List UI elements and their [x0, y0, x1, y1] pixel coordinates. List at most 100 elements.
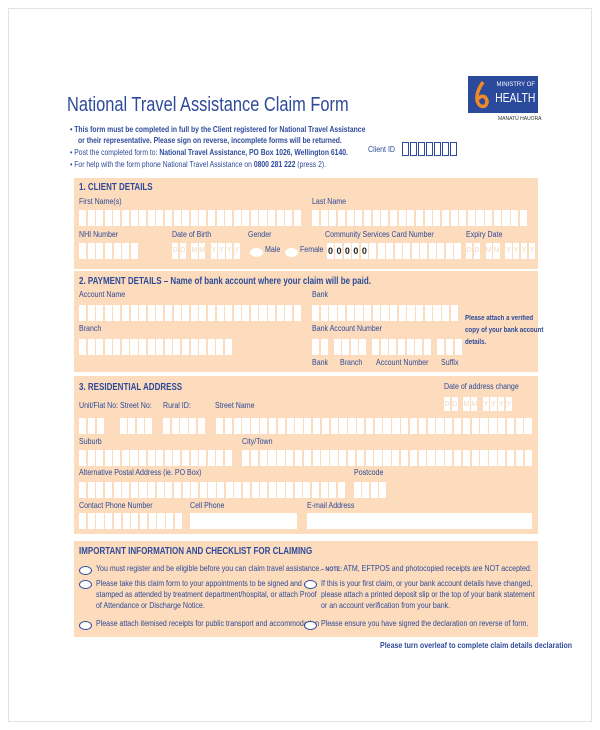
char-box[interactable] [121, 339, 129, 355]
char-box[interactable] [225, 482, 233, 498]
char-box[interactable]: M [191, 243, 198, 259]
char-box[interactable]: Y [498, 397, 505, 411]
char-box[interactable] [339, 418, 347, 434]
char-box[interactable] [374, 418, 382, 434]
char-box[interactable] [434, 142, 441, 156]
char-box[interactable] [398, 210, 406, 226]
char-box[interactable] [224, 339, 232, 355]
char-box[interactable] [321, 418, 330, 434]
char-box[interactable] [104, 450, 112, 466]
char-box[interactable] [121, 305, 130, 321]
char-box[interactable] [372, 305, 380, 321]
char-box[interactable] [130, 243, 138, 259]
char-box[interactable] [79, 210, 87, 226]
char-box[interactable] [489, 418, 497, 434]
char-box[interactable] [370, 482, 378, 498]
char-box[interactable] [139, 482, 147, 498]
suburb-input[interactable] [79, 450, 232, 466]
char-box[interactable] [147, 339, 155, 355]
char-box[interactable] [173, 450, 181, 466]
char-box[interactable] [480, 450, 488, 466]
char-box[interactable] [420, 243, 428, 259]
city-input[interactable] [242, 450, 532, 466]
char-box[interactable] [199, 450, 207, 466]
char-box[interactable] [515, 418, 523, 434]
char-box[interactable] [242, 482, 250, 498]
char-box[interactable] [374, 450, 382, 466]
char-box[interactable] [173, 339, 181, 355]
char-box[interactable] [462, 450, 471, 466]
char-box[interactable] [190, 210, 198, 226]
char-box[interactable] [145, 418, 152, 434]
char-box[interactable] [163, 418, 171, 434]
char-box[interactable] [171, 418, 179, 434]
char-box[interactable] [416, 305, 424, 321]
char-box[interactable] [216, 418, 224, 434]
char-box[interactable] [406, 339, 414, 355]
char-box[interactable] [191, 482, 199, 498]
char-box[interactable] [242, 450, 250, 466]
char-box[interactable] [156, 482, 164, 498]
char-box[interactable] [277, 482, 285, 498]
char-box[interactable] [519, 210, 527, 226]
char-box[interactable] [233, 210, 241, 226]
char-box[interactable] [426, 142, 433, 156]
char-box[interactable] [445, 243, 453, 259]
char-box[interactable] [104, 339, 112, 355]
char-box[interactable] [216, 305, 224, 321]
char-box[interactable] [216, 339, 224, 355]
postcode-input[interactable] [354, 482, 386, 498]
char-box[interactable] [362, 482, 370, 498]
char-box[interactable] [147, 450, 155, 466]
checklist-checkbox[interactable] [304, 580, 317, 589]
char-box[interactable] [199, 339, 207, 355]
char-box[interactable] [454, 243, 461, 259]
char-box[interactable]: D [451, 397, 458, 411]
char-box[interactable] [173, 305, 181, 321]
char-box[interactable] [250, 305, 258, 321]
char-box[interactable] [285, 305, 293, 321]
char-box[interactable] [506, 450, 515, 466]
char-box[interactable] [139, 305, 147, 321]
char-box[interactable] [286, 450, 294, 466]
char-box[interactable] [164, 339, 172, 355]
char-box[interactable] [96, 243, 104, 259]
char-box[interactable] [130, 305, 138, 321]
char-box[interactable] [418, 450, 426, 466]
char-box[interactable] [377, 243, 385, 259]
char-box[interactable] [346, 305, 354, 321]
char-box[interactable] [180, 418, 188, 434]
client-id-input[interactable] [402, 142, 457, 156]
char-box[interactable] [286, 418, 294, 434]
checklist-checkbox[interactable] [304, 621, 317, 630]
char-box[interactable] [321, 450, 329, 466]
char-box[interactable] [433, 305, 441, 321]
char-box[interactable] [173, 210, 181, 226]
char-box[interactable] [427, 418, 435, 434]
char-box[interactable] [445, 450, 453, 466]
char-box[interactable] [96, 305, 104, 321]
char-box[interactable] [174, 513, 182, 529]
char-box[interactable] [423, 339, 431, 355]
char-box[interactable] [113, 513, 122, 529]
char-box[interactable] [350, 339, 358, 355]
char-box[interactable] [165, 482, 173, 498]
char-box[interactable] [130, 210, 138, 226]
char-box[interactable] [217, 482, 225, 498]
char-box[interactable] [79, 418, 87, 434]
char-box[interactable]: M [485, 243, 492, 259]
char-box[interactable]: D [179, 243, 186, 259]
char-box[interactable] [437, 243, 445, 259]
char-box[interactable] [96, 339, 104, 355]
char-box[interactable] [87, 513, 95, 529]
char-box[interactable] [260, 418, 268, 434]
char-box[interactable] [409, 418, 418, 434]
char-box[interactable] [397, 339, 406, 355]
char-box[interactable]: D [473, 243, 481, 259]
char-box[interactable] [471, 418, 479, 434]
char-box[interactable]: D [444, 397, 451, 411]
char-box[interactable] [268, 305, 276, 321]
char-box[interactable] [259, 210, 267, 226]
char-box[interactable] [286, 482, 294, 498]
